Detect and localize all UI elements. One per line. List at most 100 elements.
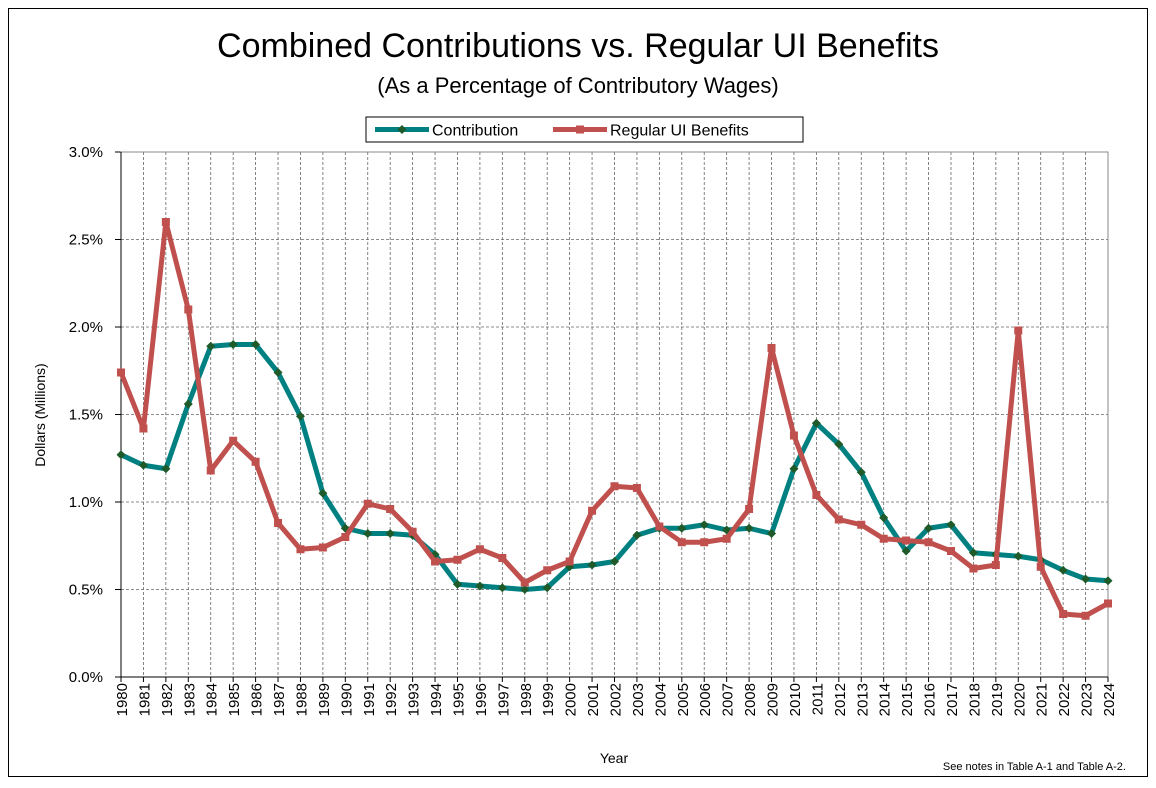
x-tick-label: 2007 <box>720 683 737 716</box>
data-point <box>228 340 238 349</box>
data-point <box>946 520 956 530</box>
data-point <box>385 529 395 538</box>
x-tick-label: 2023 <box>1079 683 1096 716</box>
x-tick-label: 1998 <box>518 683 535 716</box>
data-point <box>274 519 283 527</box>
data-point <box>1104 599 1112 608</box>
data-point <box>251 340 261 349</box>
x-tick-label: 1989 <box>316 683 333 716</box>
data-point <box>1059 610 1068 618</box>
chart-subtitle: (As a Percentage of Contributory Wages) <box>377 73 778 98</box>
data-point <box>386 505 395 513</box>
x-tick-label: 1993 <box>406 683 423 716</box>
data-point <box>632 484 641 492</box>
y-tick-label: 1.0% <box>69 494 103 511</box>
data-point <box>498 554 507 562</box>
x-tick-label: 1995 <box>450 683 467 716</box>
data-point <box>117 368 125 377</box>
data-point <box>184 305 193 314</box>
data-point <box>273 368 283 377</box>
x-tick-label: 1988 <box>293 683 310 716</box>
data-point <box>946 547 955 555</box>
data-point <box>924 538 933 547</box>
x-tick-label: 2022 <box>1056 683 1073 716</box>
data-point <box>789 464 799 474</box>
x-tick-label: 2006 <box>697 683 714 716</box>
legend-marker <box>576 125 584 134</box>
data-point <box>969 564 978 573</box>
data-point <box>1013 551 1023 561</box>
y-tick-label: 2.5% <box>69 232 103 249</box>
data-point <box>677 538 686 547</box>
data-point <box>834 515 843 524</box>
chart-title: Combined Contributions vs. Regular UI Be… <box>217 27 939 65</box>
data-point <box>139 424 148 433</box>
data-point <box>161 218 170 226</box>
x-tick-label: 2015 <box>899 683 916 716</box>
x-tick-label: 2010 <box>787 683 804 716</box>
data-point <box>610 557 619 566</box>
data-point <box>744 523 754 533</box>
data-point <box>475 545 484 554</box>
data-point <box>1014 326 1023 335</box>
x-tick-label: 1992 <box>383 683 400 716</box>
data-point <box>1081 574 1091 584</box>
data-point <box>767 344 776 352</box>
data-point <box>722 534 731 543</box>
y-axis-label: Dollars (Millions) <box>32 363 48 466</box>
data-point <box>879 534 888 543</box>
data-point <box>520 578 529 587</box>
x-tick-label: 1984 <box>204 683 221 716</box>
data-point <box>700 538 709 547</box>
data-point <box>655 522 664 531</box>
data-point <box>745 505 754 513</box>
y-tick-label: 1.5% <box>69 407 103 424</box>
data-point <box>497 583 507 593</box>
data-point <box>543 566 552 575</box>
x-axis-label: Year <box>600 750 629 766</box>
data-point <box>116 450 126 460</box>
x-tick-label: 2019 <box>989 683 1006 716</box>
x-tick-label: 1985 <box>226 683 243 716</box>
data-point <box>318 488 328 498</box>
data-point <box>452 579 462 589</box>
x-tick-label: 2021 <box>1034 683 1051 716</box>
x-tick-label: 1986 <box>249 683 266 716</box>
data-point <box>206 466 215 475</box>
legend-marker <box>397 125 407 134</box>
data-point <box>588 506 597 515</box>
data-point <box>1036 562 1045 571</box>
data-point <box>453 555 462 564</box>
data-point <box>1103 576 1113 586</box>
y-tick-label: 3.0% <box>69 144 103 161</box>
x-tick-label: 2002 <box>608 683 625 716</box>
x-tick-label: 2009 <box>765 683 782 716</box>
x-tick-label: 1982 <box>159 683 176 716</box>
data-point <box>183 399 193 409</box>
x-tick-label: 1981 <box>136 683 153 716</box>
y-tick-label: 2.0% <box>69 319 103 336</box>
data-point <box>811 418 821 428</box>
y-tick-label: 0.5% <box>69 582 103 599</box>
data-point <box>834 439 844 449</box>
data-point <box>341 533 350 541</box>
legend-label: Contribution <box>432 123 518 140</box>
data-point <box>632 530 642 540</box>
legend-label: Regular UI Benefits <box>610 123 749 140</box>
data-point <box>206 341 216 351</box>
y-tick-label: 0.0% <box>69 669 103 686</box>
x-tick-label: 1999 <box>540 683 557 716</box>
data-point <box>856 467 866 477</box>
x-tick-label: 1991 <box>361 683 378 716</box>
data-point <box>789 431 798 440</box>
data-point <box>295 411 305 421</box>
data-point <box>901 546 911 556</box>
x-tick-label: 2024 <box>1101 683 1118 716</box>
data-point <box>991 561 1000 569</box>
data-point <box>767 529 777 538</box>
data-point <box>610 482 619 491</box>
x-tick-label: 2014 <box>877 683 894 716</box>
x-tick-label: 2017 <box>944 683 961 716</box>
